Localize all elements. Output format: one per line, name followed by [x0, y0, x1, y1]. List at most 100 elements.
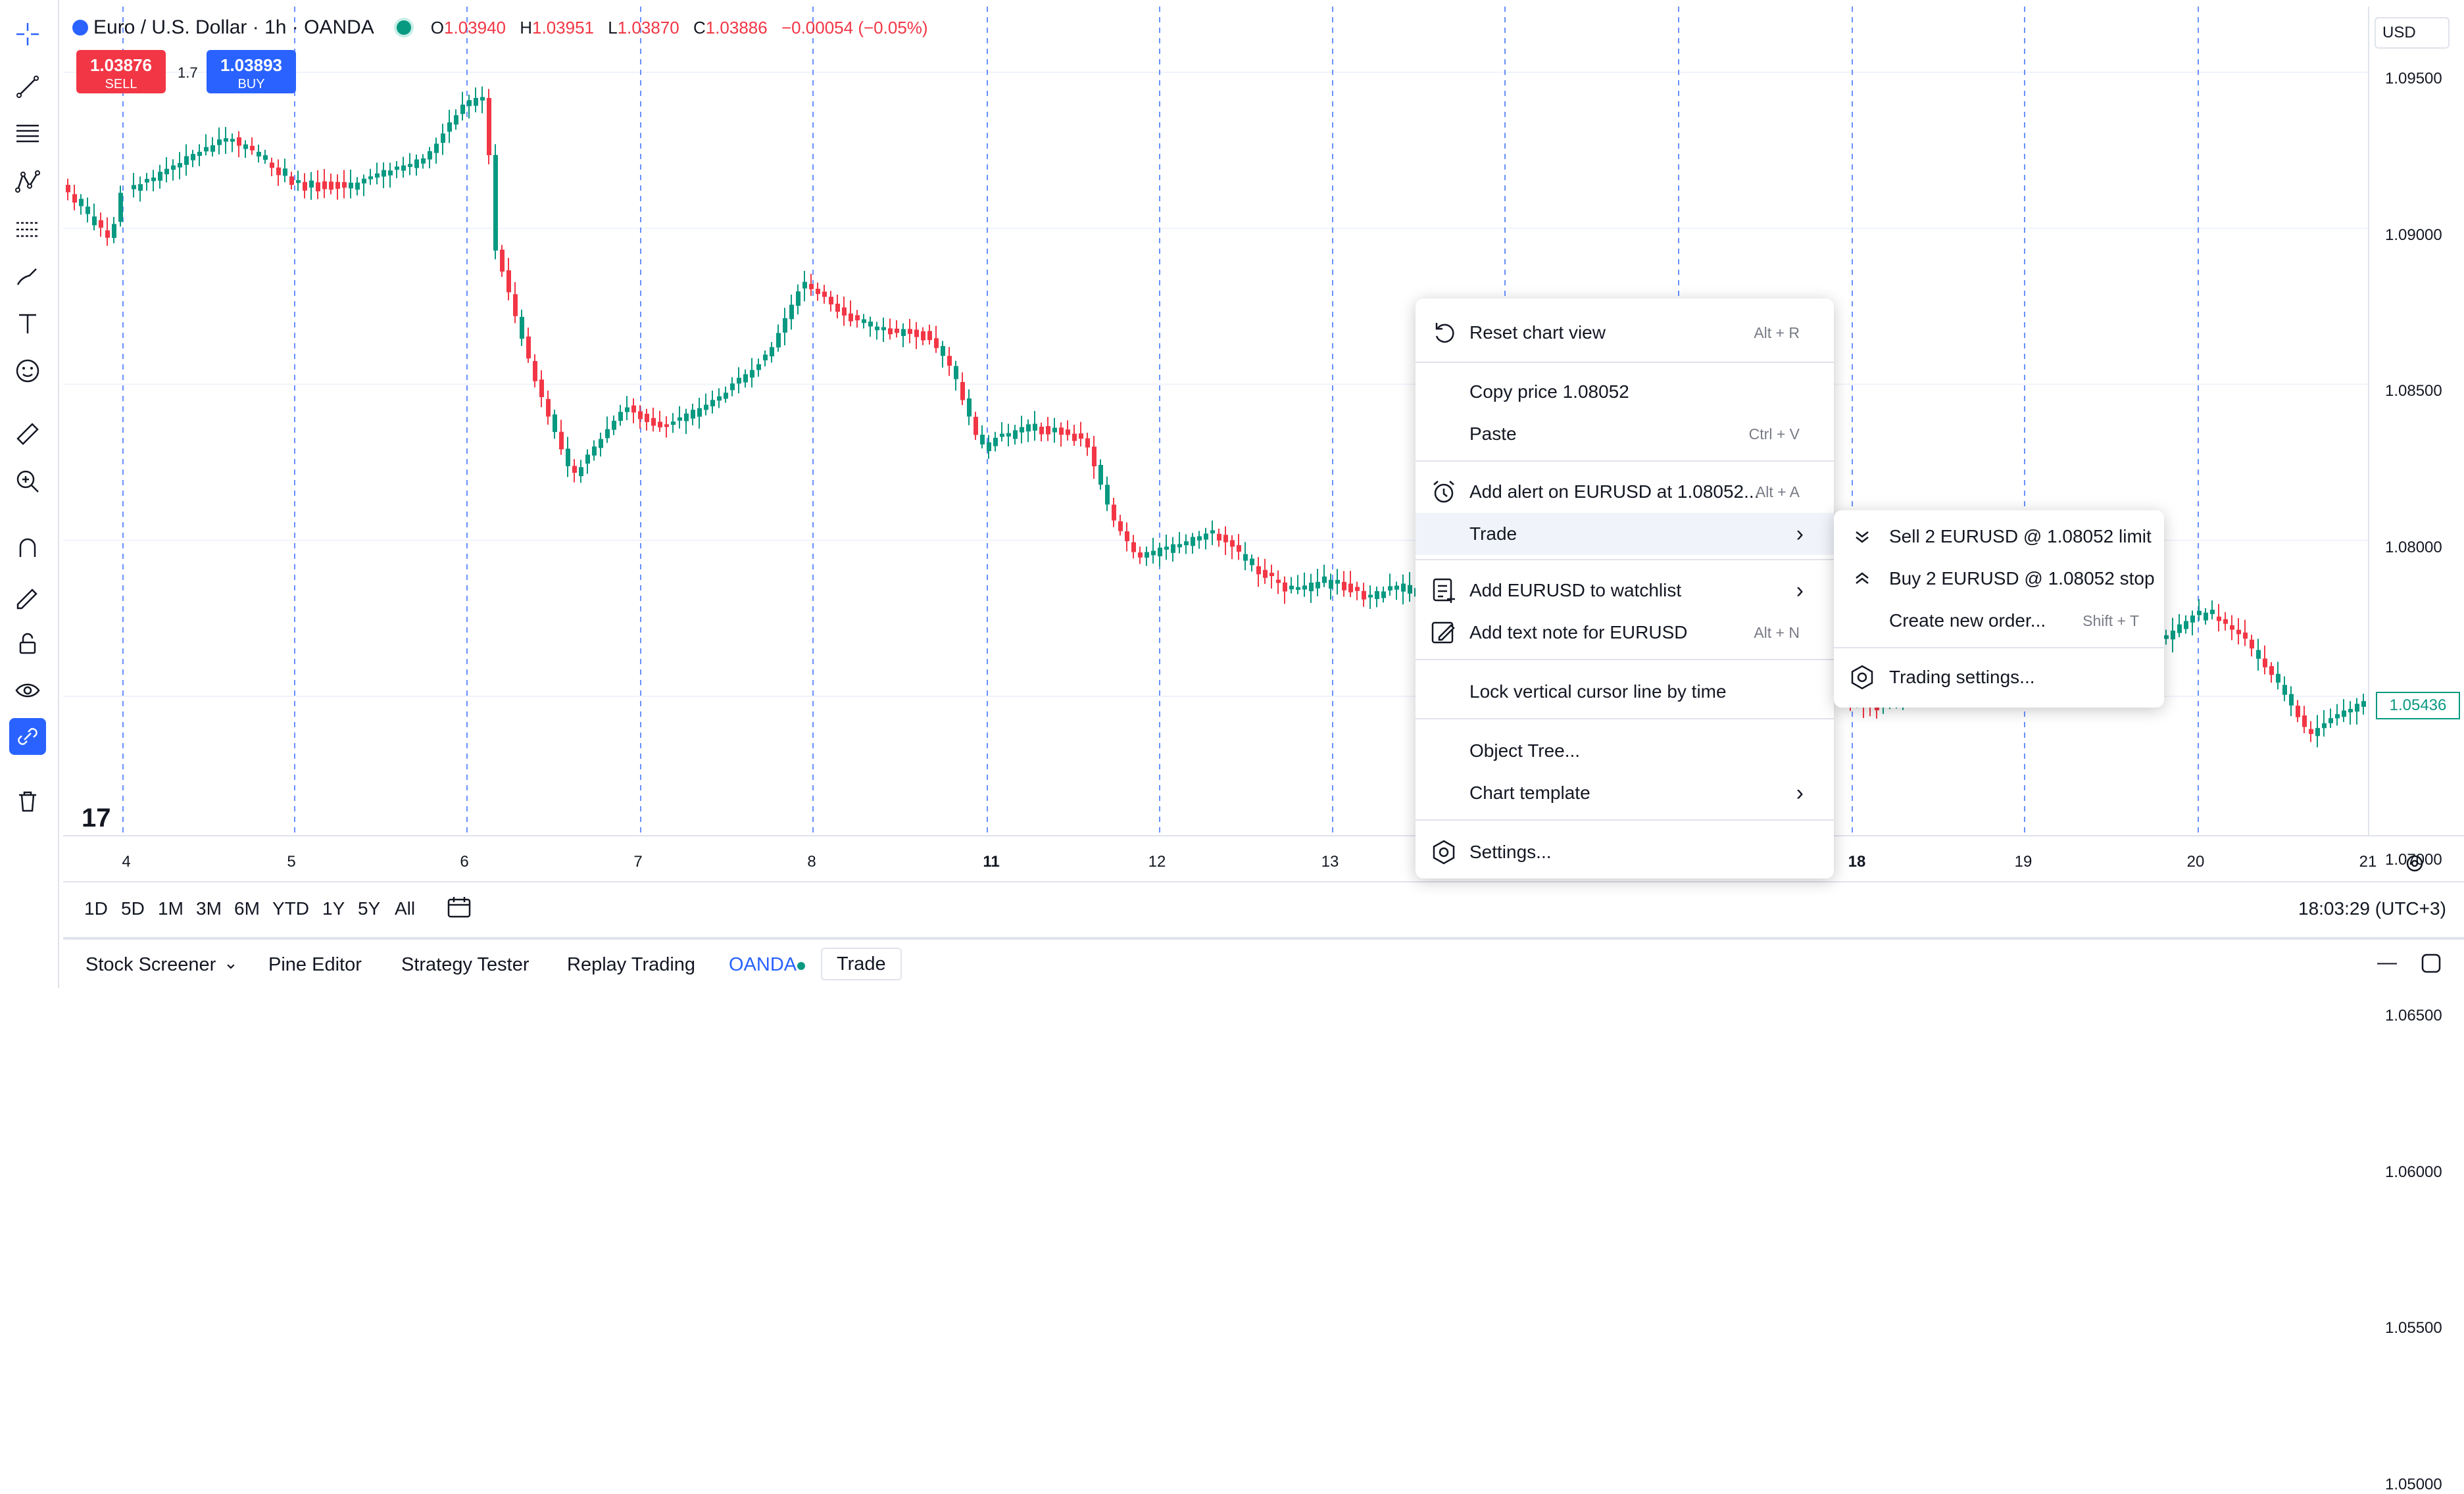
tab-pine-editor[interactable]: Pine Editor — [268, 954, 362, 975]
price-axis[interactable]: USD 1.095001.090001.085001.080001.075001… — [2368, 7, 2464, 1493]
candle-body — [204, 147, 209, 152]
range-6m[interactable]: 6M — [234, 898, 260, 919]
candle-body — [1000, 433, 1004, 437]
goto-date-icon[interactable] — [446, 894, 472, 921]
lock-icon[interactable] — [9, 625, 46, 662]
candle-body — [2289, 694, 2294, 706]
candle-body — [1237, 545, 1241, 552]
forecasting-icon[interactable] — [9, 210, 46, 247]
candle-body — [243, 144, 248, 149]
brush-icon[interactable] — [9, 258, 46, 295]
candle-body — [1105, 485, 1110, 505]
candle-body — [954, 366, 958, 379]
submenu-sell-limit[interactable]: Sell 2 EURUSD @ 1.08052 limit — [1834, 516, 2164, 558]
chart-canvas[interactable] — [63, 7, 2368, 835]
range-ytd[interactable]: YTD — [272, 898, 309, 919]
zoom-in-icon[interactable] — [9, 463, 46, 500]
minimize-icon[interactable]: — — [2377, 952, 2397, 973]
candle-body — [145, 179, 149, 183]
candle-body — [329, 181, 333, 190]
clock[interactable]: 18:03:29 (UTC+3) — [2298, 898, 2446, 919]
candle-body — [1368, 594, 1373, 598]
tradingview-logo[interactable]: 17 — [82, 804, 111, 832]
menu-shortcut: Shift + T — [2082, 612, 2139, 629]
crosshair-icon[interactable] — [9, 16, 46, 53]
candle-body — [1066, 429, 1070, 435]
candle-body — [625, 407, 629, 412]
chart-settings-gear-icon[interactable] — [2405, 854, 2425, 873]
candle-body — [421, 158, 426, 164]
menu-object-tree[interactable]: Object Tree... — [1416, 730, 1834, 772]
note-edit-icon — [1431, 621, 1455, 644]
candle-body — [382, 170, 386, 177]
tab-replay-trading[interactable]: Replay Trading — [567, 954, 696, 975]
trash-icon[interactable] — [9, 783, 46, 819]
range-3m[interactable]: 3M — [196, 898, 222, 919]
menu-add-text-note[interactable]: Add text note for EURUSD Alt + N — [1416, 612, 1834, 654]
lock-drawing-icon[interactable] — [9, 577, 46, 614]
menu-chart-template[interactable]: Chart template › — [1416, 772, 1834, 814]
menu-lock-cursor-line[interactable]: Lock vertical cursor line by time — [1416, 671, 1834, 713]
time-axis[interactable] — [63, 835, 2464, 882]
sell-button[interactable]: 1.03876 SELL — [76, 50, 166, 93]
time-tick: 21 — [2359, 853, 2377, 871]
candle-body — [1322, 576, 1327, 583]
range-5d[interactable]: 5D — [121, 898, 145, 919]
candle-body — [368, 176, 373, 180]
eye-icon[interactable] — [9, 672, 46, 709]
date-range-bar: 1D 5D 1M 3M 6M YTD 1Y 5Y All 18:03:29 (U… — [63, 881, 2464, 935]
candle-body — [335, 181, 340, 189]
trade-button[interactable]: Trade — [821, 948, 902, 980]
candle-body — [276, 167, 281, 176]
menu-copy-price[interactable]: Copy price 1.08052 — [1416, 371, 1834, 413]
emoji-icon[interactable] — [9, 352, 46, 389]
maximize-icon[interactable] — [2419, 952, 2443, 975]
currency-select[interactable]: USD — [2375, 17, 2450, 49]
fib-retracement-icon[interactable] — [9, 114, 46, 151]
menu-add-alert[interactable]: Add alert on EURUSD at 1.08052... Alt + … — [1416, 471, 1834, 513]
candle-body — [585, 454, 590, 464]
buy-button[interactable]: 1.03893 BUY — [207, 50, 296, 93]
range-1d[interactable]: 1D — [84, 898, 108, 919]
ruler-icon[interactable] — [9, 416, 46, 452]
range-1y[interactable]: 1Y — [322, 898, 345, 919]
chevron-down-icon[interactable]: ⌄ — [224, 953, 238, 973]
menu-paste[interactable]: Paste Ctrl + V — [1416, 413, 1834, 455]
price-tick: 1.06500 — [2385, 1007, 2442, 1024]
magnet-icon[interactable] — [9, 530, 46, 567]
submenu-trading-settings[interactable]: Trading settings... — [1834, 656, 2164, 698]
submenu-buy-stop[interactable]: Buy 2 EURUSD @ 1.08052 stop — [1834, 558, 2164, 600]
submenu-create-new-order[interactable]: Create new order... Shift + T — [1834, 600, 2164, 642]
candle-body — [132, 185, 136, 189]
menu-trade[interactable]: Trade › — [1416, 513, 1834, 555]
link-icon[interactable] — [9, 718, 46, 755]
candle-body — [191, 154, 195, 160]
menu-item-label: Add text note for EURUSD — [1469, 622, 1688, 642]
candle-body — [1171, 544, 1175, 553]
patterns-icon[interactable] — [9, 163, 46, 200]
range-5y[interactable]: 5Y — [358, 898, 381, 919]
symbol-title[interactable]: Euro / U.S. Dollar · 1h · OANDA — [93, 16, 374, 38]
menu-add-to-watchlist[interactable]: Add EURUSD to watchlist › — [1416, 569, 1834, 612]
candle-body — [118, 193, 123, 222]
candle-body — [822, 291, 827, 297]
candle-body — [1138, 552, 1143, 558]
tab-strategy-tester[interactable]: Strategy Tester — [401, 954, 530, 975]
price-tick: 1.09000 — [2385, 226, 2442, 244]
text-icon[interactable] — [9, 305, 46, 342]
trend-line-icon[interactable] — [9, 68, 46, 105]
candle-body — [164, 168, 169, 175]
menu-settings[interactable]: Settings... — [1416, 831, 1834, 873]
tab-stock-screener[interactable]: Stock Screener — [86, 954, 216, 975]
range-1m[interactable]: 1M — [158, 898, 184, 919]
menu-reset-chart-view[interactable]: Reset chart view Alt + R — [1416, 312, 1834, 354]
candle-body — [2309, 729, 2313, 735]
candle-body — [112, 224, 116, 238]
range-all[interactable]: All — [395, 898, 416, 919]
candle-body — [908, 329, 912, 334]
candle-body — [1309, 583, 1314, 592]
broker-oanda[interactable]: OANDA — [729, 954, 797, 975]
candle-body — [1362, 590, 1366, 600]
candle-body — [980, 435, 985, 445]
candle-body — [250, 145, 255, 151]
